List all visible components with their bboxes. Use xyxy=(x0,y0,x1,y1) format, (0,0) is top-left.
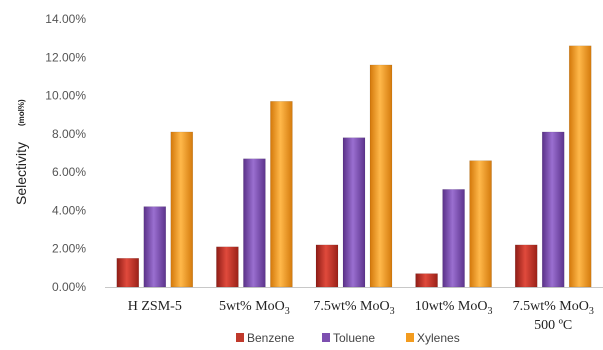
legend-swatch-xylenes xyxy=(406,333,414,342)
legend-swatch-benzene xyxy=(236,333,244,342)
bar-benzene-1 xyxy=(216,246,239,288)
y-tick-label: 8.00% xyxy=(52,127,86,141)
x-category-label-line2: 500 ºC xyxy=(534,318,572,333)
y-axis-unit: (mol%) xyxy=(17,99,26,126)
bar-toluene-2 xyxy=(342,137,366,288)
legend-label-benzene: Benzene xyxy=(247,331,295,345)
x-category-label: H ZSM-5 xyxy=(128,299,182,314)
x-category-label: 7.5wt% MoO3 xyxy=(313,299,394,317)
legend-swatch-toluene xyxy=(322,333,330,342)
y-tick-label: 4.00% xyxy=(52,203,86,217)
y-tick-label: 10.00% xyxy=(45,89,86,103)
y-tick-label: 6.00% xyxy=(52,165,86,179)
bar-toluene-3 xyxy=(442,189,465,288)
y-axis-label: Selectivity xyxy=(13,142,29,205)
x-category-label: 5wt% MoO3 xyxy=(219,299,290,317)
x-category-label: 10wt% MoO3 xyxy=(415,299,493,317)
bar-benzene-2 xyxy=(315,244,339,288)
bar-xylenes-4 xyxy=(568,45,592,288)
bar-xylenes-0 xyxy=(170,131,194,288)
y-axis-ticks: 0.00% 2.00% 4.00% 6.00% 8.00% 10.00% 12.00% 14.… xyxy=(45,12,86,294)
legend: Benzene Toluene Xylenes xyxy=(236,331,460,345)
y-tick-label: 0.00% xyxy=(52,280,86,294)
y-tick-label: 2.00% xyxy=(52,242,86,256)
x-category-label: 7.5wt% MoO3 xyxy=(513,299,594,317)
bar-benzene-0 xyxy=(116,258,140,288)
x-axis-categories: H ZSM-5 5wt% MoO3 7.5wt% MoO3 10wt% MoO3 7.5… xyxy=(128,299,594,333)
bar-benzene-4 xyxy=(514,244,538,288)
bar-benzene-3 xyxy=(415,273,438,288)
y-tick-label: 14.00% xyxy=(45,12,86,26)
bar-toluene-0 xyxy=(143,206,167,288)
bar-toluene-4 xyxy=(541,131,565,288)
y-axis-title: Selectivity (mol%) xyxy=(13,99,29,205)
bars xyxy=(116,45,592,288)
legend-label-xylenes: Xylenes xyxy=(417,331,460,345)
bar-toluene-1 xyxy=(243,158,266,288)
bar-xylenes-2 xyxy=(369,64,393,288)
legend-label-toluene: Toluene xyxy=(333,331,375,345)
bar-xylenes-1 xyxy=(270,101,293,288)
y-tick-label: 12.00% xyxy=(45,50,86,64)
bar-xylenes-3 xyxy=(469,160,492,288)
